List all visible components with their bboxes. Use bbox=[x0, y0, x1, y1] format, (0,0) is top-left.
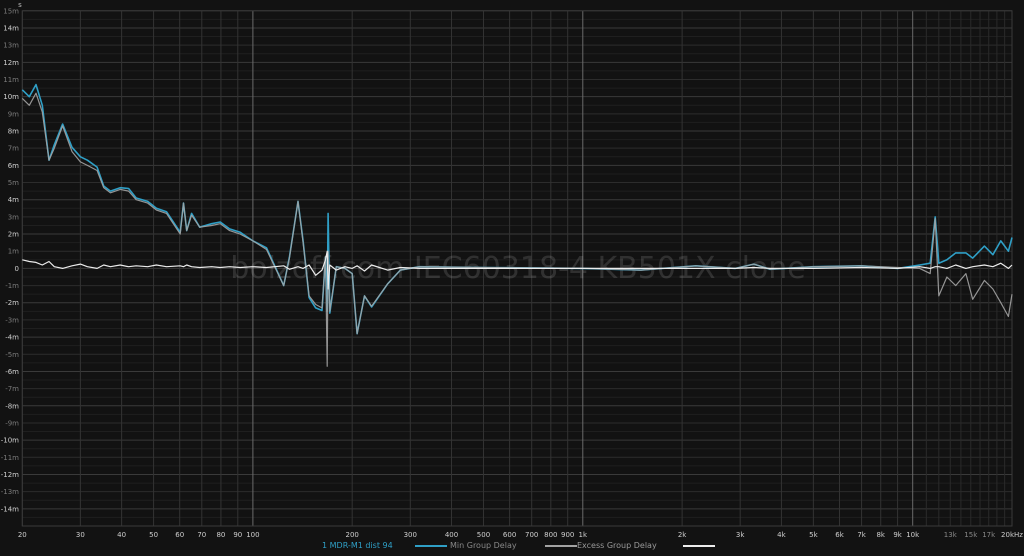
legend-item-excess-group-delay[interactable]: Excess Group Delay bbox=[577, 541, 715, 550]
legend-swatch bbox=[682, 544, 715, 547]
y-tick-label: 1m bbox=[8, 248, 19, 256]
x-tick-label: 6k bbox=[835, 531, 844, 539]
y-tick-label: -13m bbox=[1, 488, 19, 496]
legend-label: Excess Group Delay bbox=[577, 541, 657, 550]
x-tick-label: 20 bbox=[18, 531, 27, 539]
x-tick-label: 600 bbox=[503, 531, 516, 539]
plot-frame bbox=[21, 10, 1013, 527]
y-tick-label: 8m bbox=[8, 128, 19, 136]
y-tick-label: 13m bbox=[3, 42, 19, 50]
series-line-measurement bbox=[21, 83, 1013, 335]
x-tick-label: 40 bbox=[117, 531, 126, 539]
y-tick-label: 0 bbox=[15, 265, 19, 273]
y-tick-label: -7m bbox=[5, 385, 19, 393]
x-tick-label: 7k bbox=[857, 531, 866, 539]
legend-swatch bbox=[544, 544, 577, 547]
y-tick-label: -1m bbox=[5, 282, 19, 290]
y-tick-label: 3m bbox=[8, 213, 19, 221]
y-tick-label: 11m bbox=[3, 76, 19, 84]
x-tick-label: 13k bbox=[944, 531, 958, 539]
y-tick-label: 7m bbox=[8, 145, 19, 153]
x-tick-label: 9k bbox=[893, 531, 902, 539]
y-tick-label: -10m bbox=[1, 437, 19, 445]
legend-label: Min Group Delay bbox=[450, 541, 517, 550]
x-tick-label: 30 bbox=[76, 531, 85, 539]
x-tick-label: 800 bbox=[544, 531, 557, 539]
series-line-excess-group-delay bbox=[22, 250, 1013, 290]
x-tick-label: 60 bbox=[175, 531, 184, 539]
legend-label: 1 MDR-M1 dist 94 bbox=[322, 541, 393, 550]
x-tick-label: 700 bbox=[525, 531, 538, 539]
x-tick-label: 50 bbox=[149, 531, 158, 539]
x-tick-label: 500 bbox=[477, 531, 490, 539]
legend-item-measurement[interactable]: 1 MDR-M1 dist 94 bbox=[322, 541, 447, 550]
y-tick-label: 4m bbox=[8, 196, 19, 204]
y-tick-label: 14m bbox=[3, 24, 19, 32]
y-tick-label: -6m bbox=[5, 368, 19, 376]
y-tick-label: 9m bbox=[8, 110, 19, 118]
legend-swatch bbox=[414, 544, 447, 547]
x-axis: 20 30 40 50 60 70 80 90 100 200 300 400 500 600 700 800… bbox=[18, 531, 1023, 539]
x-tick-label: 400 bbox=[445, 531, 458, 539]
y-tick-label: -8m bbox=[5, 402, 19, 410]
series-line-min-group-delay bbox=[21, 92, 1013, 367]
x-tick-label: 8k bbox=[876, 531, 885, 539]
y-tick-label: -12m bbox=[1, 471, 19, 479]
y-tick-label: -5m bbox=[5, 351, 19, 359]
legend: 1 MDR-M1 dist 94 Min Group Delay Excess … bbox=[0, 541, 1024, 555]
x-tick-label: 70 bbox=[197, 531, 206, 539]
y-tick-label: 2m bbox=[8, 231, 19, 239]
x-tick-label: 80 bbox=[216, 531, 225, 539]
y-tick-label: 5m bbox=[8, 179, 19, 187]
y-tick-label: 12m bbox=[3, 59, 19, 67]
x-tick-label: 100 bbox=[246, 531, 259, 539]
x-tick-label: 900 bbox=[561, 531, 574, 539]
y-tick-label: -11m bbox=[1, 454, 19, 462]
x-tick-label: 300 bbox=[404, 531, 417, 539]
x-tick-label: 4k bbox=[777, 531, 786, 539]
x-tick-label: 90 bbox=[233, 531, 242, 539]
x-tick-label: 3k bbox=[736, 531, 745, 539]
y-tick-label: 6m bbox=[8, 162, 19, 170]
y-unit-label: s bbox=[18, 1, 22, 9]
y-tick-label: -2m bbox=[5, 299, 19, 307]
y-tick-label: 10m bbox=[3, 93, 19, 101]
y-axis: 15m 14m 13m 12m 11m 10m 9m 8m 7m 6m 5m 4m 3m 2m 1m 0 -1m… bbox=[1, 7, 19, 513]
y-tick-label: -9m bbox=[5, 419, 19, 427]
y-tick-label: -14m bbox=[1, 505, 19, 513]
x-tick-label: 15k bbox=[964, 531, 978, 539]
series-layer bbox=[21, 83, 1013, 367]
x-tick-label: 1k bbox=[579, 531, 588, 539]
x-tick-label: 2k bbox=[678, 531, 687, 539]
x-tick-label: 17k bbox=[982, 531, 996, 539]
y-tick-label: -4m bbox=[5, 334, 19, 342]
x-tick-label: 5k bbox=[809, 531, 818, 539]
legend-item-min-group-delay[interactable]: Min Group Delay bbox=[450, 541, 577, 550]
x-tick-label: 200 bbox=[346, 531, 359, 539]
y-tick-label: -3m bbox=[5, 316, 19, 324]
x-tick-label: 10k bbox=[906, 531, 920, 539]
x-tick-label: 20kHz bbox=[1001, 531, 1023, 539]
y-tick-label: 15m bbox=[3, 7, 19, 15]
